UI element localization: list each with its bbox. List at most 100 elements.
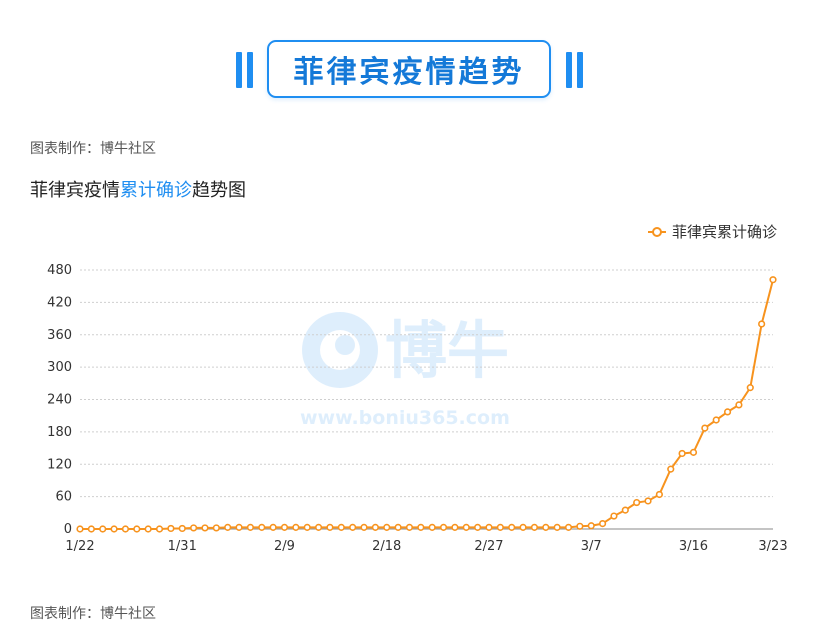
watermark-logo-icon: [302, 312, 378, 388]
data-point[interactable]: [610, 512, 618, 520]
data-point[interactable]: [76, 525, 84, 533]
source-credit-top: 图表制作：博牛社区: [30, 141, 156, 157]
data-point[interactable]: [485, 523, 493, 531]
data-point[interactable]: [212, 524, 220, 532]
data-point[interactable]: [326, 523, 334, 531]
data-point[interactable]: [280, 523, 289, 531]
y-tick-label: 240: [47, 393, 72, 408]
data-point[interactable]: [621, 506, 629, 514]
data-point[interactable]: [553, 523, 561, 531]
banner-title: 菲律宾疫情趋势: [267, 40, 551, 98]
y-tick-label: 360: [47, 328, 72, 343]
data-point[interactable]: [564, 523, 573, 531]
x-tick-label: 3/23: [758, 539, 787, 554]
x-tick-label: 2/18: [372, 539, 401, 554]
x-tick-label: 2/27: [474, 539, 503, 554]
data-point[interactable]: [746, 384, 754, 392]
data-point[interactable]: [235, 523, 243, 531]
data-point[interactable]: [496, 523, 504, 531]
data-point[interactable]: [303, 523, 311, 531]
data-point[interactable]: [155, 525, 164, 533]
data-point[interactable]: [758, 320, 766, 328]
data-point[interactable]: [394, 523, 402, 531]
data-point[interactable]: [712, 416, 720, 424]
data-point[interactable]: [224, 523, 232, 531]
x-tick-label: 1/31: [168, 539, 197, 554]
data-point[interactable]: [542, 523, 550, 531]
y-tick-label: 480: [47, 263, 72, 278]
data-point[interactable]: [360, 523, 368, 531]
data-point[interactable]: [349, 523, 357, 531]
x-axis: 1/22 1/31 2/9 2/18 2/27 3/7 3/16 3/23: [65, 539, 787, 554]
y-axis: 0 60 120 180 240 300 360 420 480: [47, 263, 72, 537]
data-point[interactable]: [337, 523, 345, 531]
data-point[interactable]: [678, 449, 686, 458]
y-tick-label: 60: [55, 490, 72, 505]
watermark-brand: 博牛: [385, 314, 509, 387]
data-point[interactable]: [508, 523, 516, 531]
x-tick-label: 2/9: [274, 539, 295, 554]
data-point[interactable]: [689, 448, 698, 456]
data-point[interactable]: [428, 523, 436, 531]
legend-marker-icon: [648, 226, 666, 237]
chart-title-prefix: 菲律宾疫情: [30, 180, 120, 201]
data-point[interactable]: [587, 522, 595, 530]
banner-right-bars: [566, 52, 583, 88]
watermark-url: www.boniu365.com: [300, 407, 510, 429]
x-tick-label: 3/7: [581, 539, 602, 554]
data-point[interactable]: [462, 523, 470, 531]
data-point[interactable]: [598, 520, 607, 528]
data-point[interactable]: [474, 523, 482, 531]
data-point[interactable]: [371, 523, 379, 531]
data-point[interactable]: [576, 522, 584, 530]
data-point[interactable]: [644, 497, 652, 505]
data-point[interactable]: [87, 525, 95, 533]
chart-title: 菲律宾疫情累计确诊趋势图: [30, 176, 246, 202]
data-point[interactable]: [633, 498, 641, 507]
banner: 菲律宾疫情趋势: [0, 38, 824, 106]
x-tick-label: 3/16: [679, 539, 708, 554]
data-point[interactable]: [769, 276, 777, 284]
source-credit-bottom: 图表制作：博牛社区: [30, 606, 156, 622]
data-point[interactable]: [735, 401, 743, 409]
data-point[interactable]: [723, 408, 732, 416]
data-point[interactable]: [121, 525, 130, 533]
data-point[interactable]: [667, 465, 675, 473]
data-point[interactable]: [133, 525, 141, 533]
y-tick-label: 420: [47, 295, 72, 310]
line-chart: 博牛 www.boniu365.com 0 60 120 180 240 300 360 42…: [47, 263, 787, 554]
data-point[interactable]: [383, 523, 391, 531]
data-point[interactable]: [144, 525, 152, 533]
data-point[interactable]: [246, 523, 255, 531]
grid-lines: [80, 269, 773, 530]
chart-title-highlight: 累计确诊: [120, 180, 192, 201]
chart-legend[interactable]: 菲律宾累计确诊: [648, 221, 777, 242]
data-point[interactable]: [417, 523, 425, 531]
chart-title-suffix: 趋势图: [192, 180, 246, 201]
data-point[interactable]: [99, 525, 107, 533]
watermark: 博牛 www.boniu365.com: [300, 312, 510, 429]
data-point[interactable]: [178, 524, 186, 533]
x-tick-label: 1/22: [65, 539, 94, 554]
data-point[interactable]: [190, 524, 198, 532]
banner-left-bars: [236, 52, 253, 88]
series-points: [76, 276, 777, 533]
data-point[interactable]: [314, 523, 323, 531]
y-tick-label: 180: [47, 425, 72, 440]
data-point[interactable]: [269, 523, 277, 531]
data-point[interactable]: [451, 523, 459, 531]
data-point[interactable]: [167, 524, 175, 533]
data-point[interactable]: [530, 523, 539, 531]
data-point[interactable]: [701, 424, 709, 432]
data-point[interactable]: [405, 523, 414, 531]
data-point[interactable]: [519, 523, 527, 531]
data-point[interactable]: [439, 523, 448, 531]
data-point[interactable]: [655, 490, 663, 499]
legend-label: 菲律宾累计确诊: [672, 223, 778, 241]
data-point[interactable]: [292, 523, 300, 531]
y-tick-label: 120: [47, 457, 72, 472]
data-point[interactable]: [258, 523, 266, 531]
y-tick-label: 300: [47, 360, 72, 375]
data-point[interactable]: [110, 525, 118, 533]
data-point[interactable]: [201, 524, 209, 532]
